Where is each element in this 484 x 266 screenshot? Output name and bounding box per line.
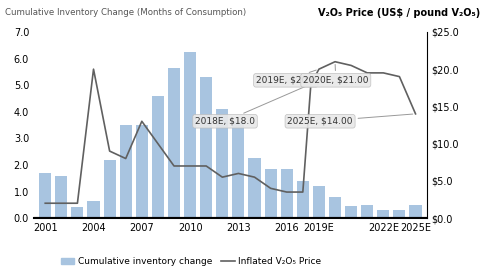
Text: Cumulative Inventory Change (Months of Consumption): Cumulative Inventory Change (Months of C… [5, 8, 245, 17]
Bar [280, 169, 292, 218]
Legend: Cumulative inventory change, Inflated V₂O₅ Price: Cumulative inventory change, Inflated V₂… [57, 253, 324, 266]
Text: 2020E, $21.00: 2020E, $21.00 [302, 64, 368, 85]
Bar [55, 176, 67, 218]
Bar [232, 122, 244, 218]
Bar [87, 201, 99, 218]
Text: 2019E, $20.0: 2019E, $20.0 [256, 70, 316, 85]
Bar [361, 205, 373, 218]
Bar [216, 109, 228, 218]
Bar [264, 169, 276, 218]
Bar [296, 181, 308, 218]
Bar [120, 125, 132, 218]
Text: 2018E, $18.0: 2018E, $18.0 [195, 85, 308, 126]
Bar [393, 210, 405, 218]
Bar [71, 207, 83, 218]
Bar [136, 125, 148, 218]
Bar [345, 206, 356, 218]
Bar [104, 160, 115, 218]
Bar [248, 158, 260, 218]
Bar [39, 173, 51, 218]
Bar [184, 52, 196, 218]
Bar [312, 186, 324, 218]
Bar [167, 68, 180, 218]
Bar [408, 205, 421, 218]
Text: V₂O₅ Price (US$ / pound V₂O₅): V₂O₅ Price (US$ / pound V₂O₅) [317, 8, 479, 18]
Bar [377, 210, 389, 218]
Bar [328, 197, 340, 218]
Bar [151, 96, 164, 218]
Text: 2025E, $14.00: 2025E, $14.00 [287, 114, 412, 126]
Bar [200, 77, 212, 218]
